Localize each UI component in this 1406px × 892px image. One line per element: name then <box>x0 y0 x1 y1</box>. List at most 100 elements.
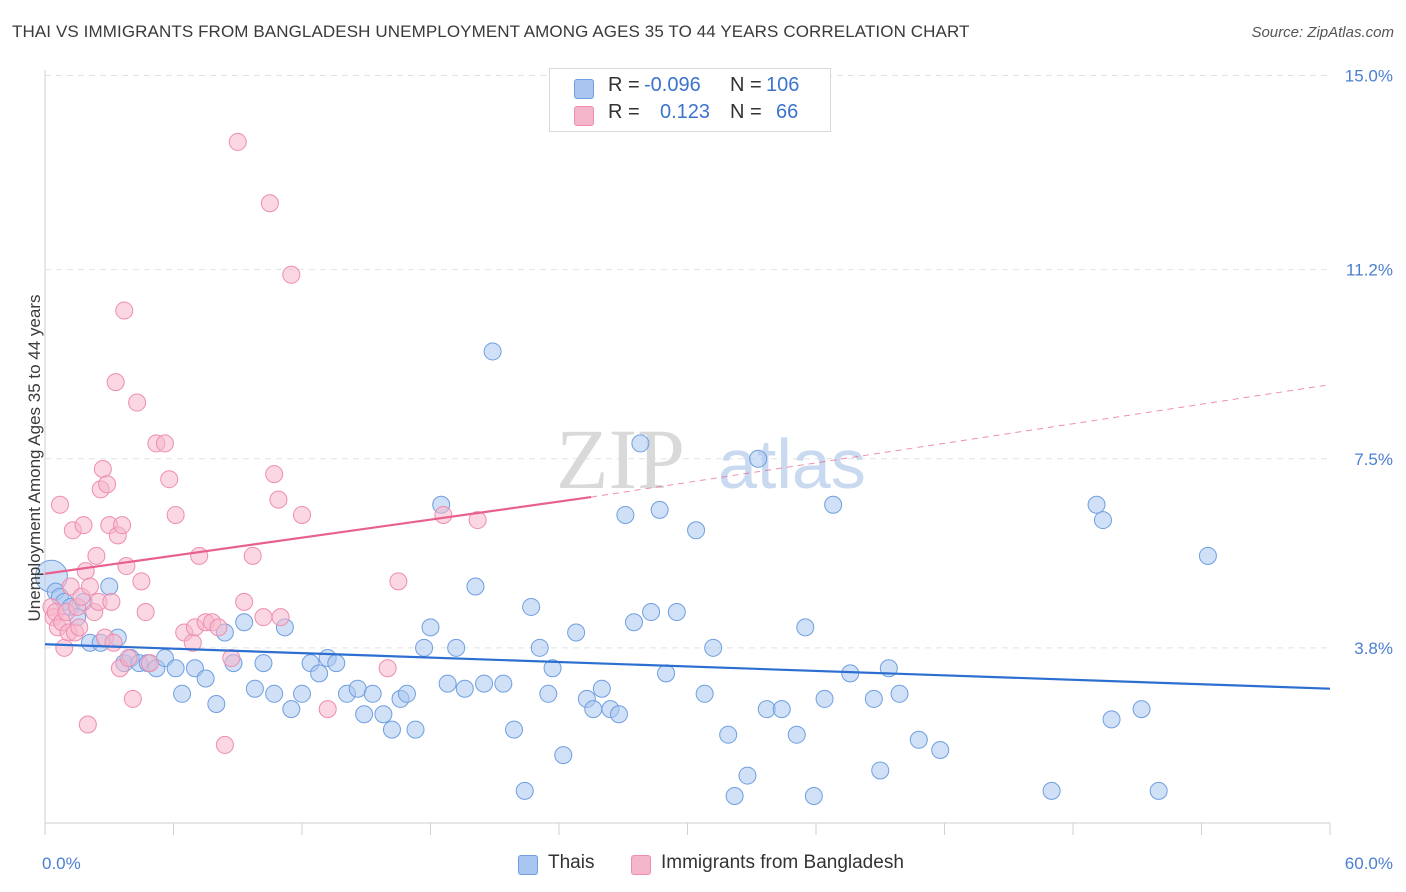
point-bangladesh <box>190 546 209 565</box>
point-thais <box>871 761 890 780</box>
y-tick-label: 7.5% <box>1354 450 1393 469</box>
point-bangladesh <box>271 608 290 627</box>
point-thais <box>539 684 558 703</box>
point-thais <box>455 679 474 698</box>
point-thais <box>421 618 440 637</box>
point-bangladesh <box>140 654 159 673</box>
trend-line-bangladesh <box>44 495 592 575</box>
point-thais <box>397 684 416 703</box>
point-bangladesh <box>113 516 132 535</box>
point-thais <box>282 700 301 719</box>
point-bangladesh <box>115 301 134 320</box>
point-thais <box>348 679 367 698</box>
point-bangladesh <box>282 265 301 284</box>
point-thais <box>725 787 744 806</box>
point-bangladesh <box>136 603 155 622</box>
legend-r-value: 0.123 <box>660 101 711 123</box>
point-thais <box>494 674 513 693</box>
trend-line-bangladesh-extension <box>591 384 1331 498</box>
point-bangladesh <box>119 649 138 668</box>
watermark: ZIP atlas <box>556 411 866 507</box>
point-thais <box>642 603 661 622</box>
legend-row-thais: R = -0.096 N = 106 <box>550 74 830 100</box>
legend-label-bangladesh: Immigrants from Bangladesh <box>661 852 904 873</box>
point-thais <box>374 705 393 724</box>
axes <box>44 70 1331 835</box>
point-thais <box>909 730 928 749</box>
trend-line-thais <box>44 643 1331 690</box>
point-thais <box>100 577 119 596</box>
point-thais <box>738 766 757 785</box>
legend-r-value: -0.096 <box>644 74 701 96</box>
trend-lines <box>44 384 1331 690</box>
point-bangladesh <box>260 194 279 213</box>
point-thais <box>235 613 254 632</box>
point-thais <box>1198 546 1217 565</box>
x-tick-label: 0.0% <box>42 854 81 873</box>
point-thais <box>466 577 485 596</box>
point-thais <box>890 684 909 703</box>
point-bangladesh <box>222 649 241 668</box>
point-thais <box>757 700 776 719</box>
point-thais <box>1042 781 1061 800</box>
point-thais <box>530 638 549 657</box>
point-thais <box>650 500 669 519</box>
point-thais <box>196 669 215 688</box>
legend-n-label: N = <box>730 101 762 123</box>
point-bangladesh <box>318 700 337 719</box>
point-bangladesh <box>468 511 487 530</box>
point-bangladesh <box>293 505 311 524</box>
point-bangladesh <box>87 546 106 565</box>
point-bangladesh <box>70 618 89 637</box>
series-bangladesh <box>42 132 487 754</box>
point-thais <box>631 434 650 453</box>
legend-r-label: R = <box>608 74 640 96</box>
point-thais <box>522 597 541 616</box>
point-bangladesh <box>55 638 74 657</box>
point-bangladesh <box>166 505 185 524</box>
point-bangladesh <box>269 490 288 509</box>
legend-label-thais: Thais <box>548 852 595 873</box>
point-bangladesh <box>155 434 174 453</box>
watermark-zip: ZIP <box>556 411 685 507</box>
point-thais <box>772 700 791 719</box>
point-thais <box>515 781 534 800</box>
point-bangladesh <box>50 495 69 514</box>
point-bangladesh <box>434 505 453 524</box>
point-thais <box>804 787 823 806</box>
point-thais <box>1093 511 1112 530</box>
point-thais <box>592 679 611 698</box>
point-bangladesh <box>235 592 254 611</box>
point-bangladesh <box>209 618 228 637</box>
legend-swatch-bangladesh <box>631 855 651 875</box>
legend-row-bangladesh: R = 0.123 N = 66 <box>550 101 830 127</box>
point-thais <box>815 689 834 708</box>
point-bangladesh <box>389 572 408 591</box>
series-legend: Thais Immigrants from Bangladesh <box>0 852 1406 878</box>
y-tick-label: 15.0% <box>1345 67 1393 86</box>
point-bangladesh <box>102 592 121 611</box>
tick-labels: 3.8% 7.5% 11.2% 15.0% 0.0% 60.0% <box>42 67 1393 874</box>
point-thais <box>406 720 425 739</box>
point-thais <box>657 664 676 683</box>
point-thais <box>483 342 502 361</box>
point-thais <box>1132 700 1151 719</box>
point-thais <box>824 495 843 514</box>
point-thais <box>293 684 311 703</box>
point-bangladesh <box>160 470 179 489</box>
point-thais <box>415 638 434 657</box>
point-thais <box>609 705 628 724</box>
point-bangladesh <box>215 735 234 754</box>
legend-r-label: R = <box>608 101 640 123</box>
point-bangladesh <box>76 562 95 581</box>
point-bangladesh <box>254 608 273 627</box>
point-thais <box>616 505 635 524</box>
chart-source: Source: ZipAtlas.com <box>1251 24 1394 41</box>
point-bangladesh <box>104 633 123 652</box>
point-bangladesh <box>80 577 99 596</box>
point-thais <box>327 654 346 673</box>
x-tick-label: 60.0% <box>1345 854 1393 873</box>
correlation-legend: R = -0.096 N = 106 R = 0.123 N = 66 <box>549 68 831 132</box>
point-thais <box>363 684 382 703</box>
